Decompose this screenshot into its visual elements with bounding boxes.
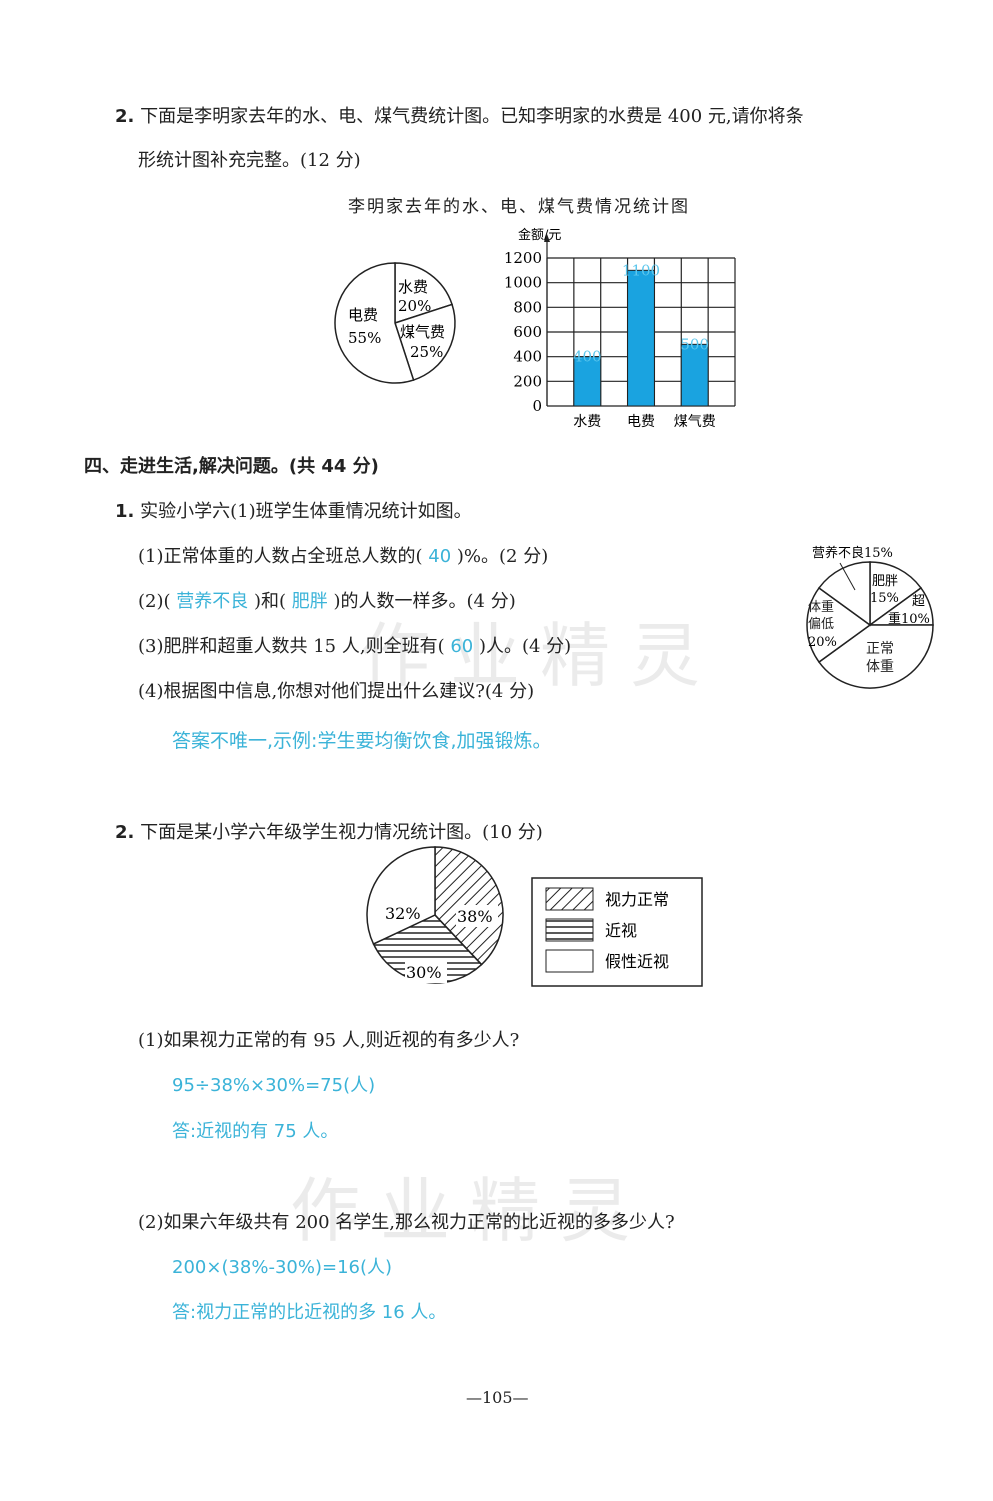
q1-text: 1. 实验小学六(1)班学生体重情况统计如图。 bbox=[115, 497, 472, 523]
slice-label: 重10% bbox=[888, 611, 930, 627]
bar-水费 bbox=[573, 356, 602, 407]
pie-slice-煤气费 bbox=[394, 303, 456, 382]
q1-sub3: (3)肥胖和超重人数共 15 人,则全班有( 60 )人。(4 分) bbox=[138, 636, 572, 657]
x-tick-label: 煤气费 bbox=[674, 414, 716, 430]
q2b-sub1: (1)如果视力正常的有 95 人,则近视的有多少人? bbox=[138, 1030, 520, 1051]
slice-label: 煤气费 bbox=[400, 323, 445, 341]
answer-calc: 95÷38%×30%=75(人) bbox=[172, 1075, 376, 1096]
y-tick-label: 1200 bbox=[504, 249, 542, 267]
data-label: 1100 bbox=[622, 261, 660, 279]
y-tick-label: 1000 bbox=[504, 274, 542, 292]
q1-sub2: (2)( 营养不良 )和( 肥胖 )的人数一样多。(4 分) bbox=[138, 591, 516, 612]
answer: 答:近视的有 75 人。 bbox=[172, 1121, 339, 1142]
y-axis-label: 金额/元 bbox=[518, 227, 561, 243]
answer: 肥胖 bbox=[291, 591, 328, 612]
legend-swatch bbox=[545, 949, 594, 973]
page-number: —105— bbox=[466, 1388, 529, 1407]
slice-label: 超 bbox=[912, 594, 925, 609]
q-number: 1. bbox=[115, 501, 135, 522]
y-tick-label: 600 bbox=[513, 323, 542, 341]
slice-label: 肥胖 bbox=[872, 574, 898, 589]
pie-slice-正常体重 bbox=[817, 624, 934, 689]
q-text: 实验小学六(1)班学生体重情况统计如图。 bbox=[140, 501, 472, 522]
slice-label: 营养不良15% bbox=[812, 545, 893, 561]
q-text: 下面是李明家去年的水、电、煤气费统计图。已知李明家的水费是 400 元,请你将条 bbox=[140, 106, 804, 127]
slice-value: 55% bbox=[348, 329, 381, 347]
answer: 60 bbox=[450, 636, 474, 657]
q2-line2: 形统计图补充完整。(12 分) bbox=[138, 150, 361, 171]
label-bg bbox=[456, 905, 498, 927]
slice-value: 15% bbox=[870, 591, 899, 606]
answer: 答:视力正常的比近视的多 16 人。 bbox=[172, 1302, 447, 1323]
q-text: 下面是某小学六年级学生视力情况统计图。(10 分) bbox=[140, 822, 543, 843]
bar-煤气费 bbox=[680, 343, 709, 407]
watermark: 作业精灵 bbox=[360, 615, 720, 697]
legend-label: 视力正常 bbox=[605, 890, 669, 909]
y-tick-label: 200 bbox=[513, 372, 542, 390]
q-number: 2. bbox=[115, 822, 135, 843]
slice-value: 30% bbox=[406, 963, 442, 982]
watermark: 作业精灵 bbox=[290, 1170, 650, 1252]
legend-swatch bbox=[545, 887, 594, 911]
answer: 答案不唯一,示例:学生要均衡饮食,加强锻炼。 bbox=[172, 730, 552, 752]
legend-label: 近视 bbox=[605, 921, 637, 940]
slice-value: 32% bbox=[385, 904, 421, 923]
pie-slice-电费 bbox=[334, 262, 415, 384]
x-tick-label: 电费 bbox=[627, 414, 655, 430]
y-tick-label: 0 bbox=[532, 397, 542, 415]
bar-电费 bbox=[627, 269, 655, 407]
slice-value: 25% bbox=[410, 343, 443, 361]
q2b-sub2: (2)如果六年级共有 200 名学生,那么视力正常的比近视的多多少人? bbox=[138, 1212, 675, 1233]
q2-line1: 2. 下面是李明家去年的水、电、煤气费统计图。已知李明家的水费是 400 元,请… bbox=[115, 102, 804, 128]
slice-label-normal-weight: 正常体重 bbox=[866, 641, 894, 675]
x-tick-label: 水费 bbox=[573, 414, 601, 430]
legend-swatch bbox=[545, 918, 594, 942]
y-tick-label: 400 bbox=[513, 348, 542, 366]
legend-label: 假性近视 bbox=[605, 952, 669, 971]
q1-sub1: (1)正常体重的人数占全班总人数的( 40 )%。(2 分) bbox=[138, 546, 549, 567]
slice-label: 水费 bbox=[398, 278, 428, 296]
pie-slice-营养不良 bbox=[817, 561, 871, 627]
answer-calc: 200×(38%-30%)=16(人) bbox=[172, 1257, 393, 1278]
slice-value: 20% bbox=[808, 635, 837, 650]
pie-slice-假性近视 bbox=[366, 846, 436, 945]
pie-slice-水费 bbox=[394, 262, 454, 325]
answer: 40 bbox=[428, 546, 452, 567]
pointer-line bbox=[839, 562, 856, 591]
q2b-text: 2. 下面是某小学六年级学生视力情况统计图。(10 分) bbox=[115, 818, 543, 844]
q-number: 2. bbox=[115, 106, 135, 127]
slice-value: 38% bbox=[457, 907, 493, 926]
pie-slice-体重偏低 bbox=[806, 586, 872, 664]
section-title: 四、走进生活,解决问题。(共 44 分) bbox=[84, 456, 379, 477]
label-bg bbox=[405, 961, 447, 983]
data-label: 400 bbox=[573, 348, 602, 366]
slice-label: 电费 bbox=[348, 306, 378, 324]
answer: 营养不良 bbox=[176, 591, 249, 612]
slice-value: 20% bbox=[398, 297, 431, 315]
y-tick-label: 800 bbox=[513, 298, 542, 316]
q1-sub4: (4)根据图中信息,你想对他们提出什么建议?(4 分) bbox=[138, 681, 535, 702]
chart-title: 李明家去年的水、电、煤气费情况统计图 bbox=[348, 197, 690, 217]
pie-slice-肥胖 bbox=[869, 561, 923, 627]
data-label: 500 bbox=[680, 335, 709, 353]
slice-label-underweight: 体重偏低 bbox=[808, 600, 835, 632]
y-axis-arrow bbox=[544, 234, 550, 242]
